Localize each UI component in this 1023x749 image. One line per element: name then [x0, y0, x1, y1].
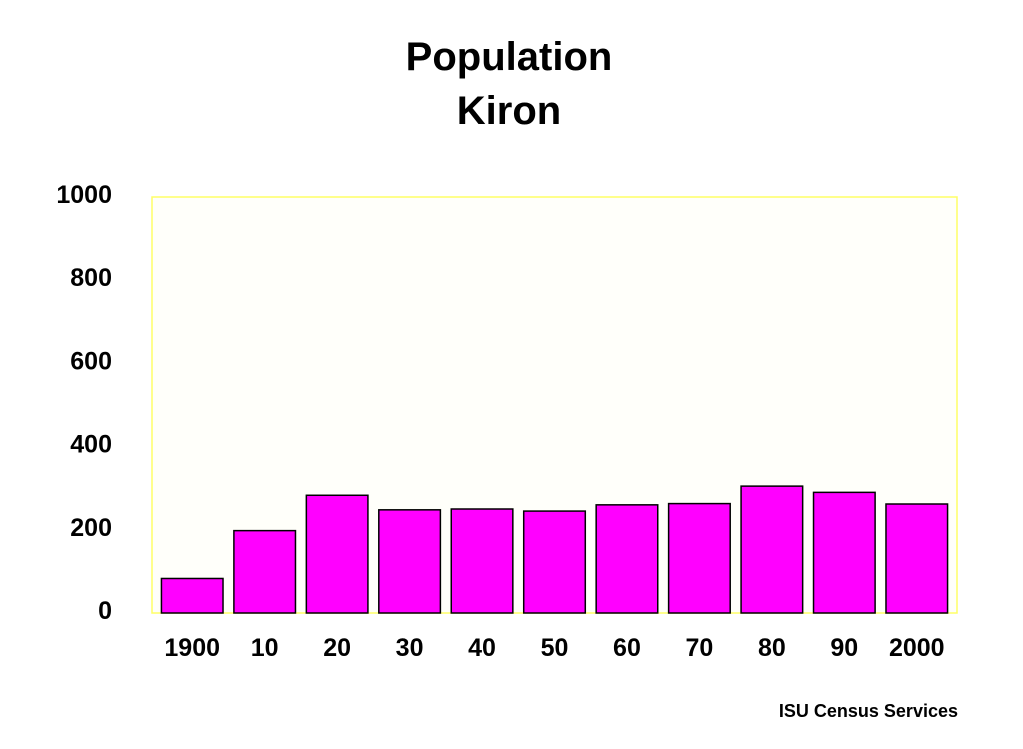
bar-1900: [160, 577, 224, 614]
y-tick-label: 0: [98, 597, 112, 625]
x-tick-label: 60: [613, 634, 641, 662]
y-tick-label: 600: [70, 347, 112, 375]
x-tick-label: 70: [686, 634, 714, 662]
y-axis-tick-labels: 0 200 400 600 800 1000: [56, 181, 112, 625]
bar-70: [667, 502, 731, 614]
bar-20: [305, 494, 369, 614]
x-tick-label: 40: [468, 634, 496, 662]
y-tick-label: 400: [70, 431, 112, 459]
bar-10: [233, 529, 297, 614]
x-tick-label: 90: [830, 634, 858, 662]
bar-30: [378, 509, 442, 614]
bar-2000: [885, 503, 949, 614]
bar-50: [522, 510, 587, 614]
bar-series: [160, 485, 949, 614]
x-tick-label: 80: [758, 634, 786, 662]
y-tick-label: 1000: [56, 181, 112, 209]
chart-subtitle: Kiron: [457, 89, 561, 133]
x-tick-label: 1900: [164, 634, 220, 662]
x-tick-label: 10: [251, 634, 279, 662]
source-credit: ISU Census Services: [779, 701, 958, 721]
x-tick-label: 30: [396, 634, 424, 662]
bar-60: [595, 504, 659, 614]
x-tick-label: 20: [323, 634, 351, 662]
bar-90: [812, 491, 876, 614]
bar-40: [450, 508, 514, 614]
x-axis-tick-labels: 1900 10 20 30 40 50 60 70 80 90 2000: [164, 634, 944, 662]
chart-title: Population: [406, 35, 613, 79]
y-tick-label: 800: [70, 264, 112, 292]
bar-80: [740, 485, 804, 614]
y-tick-label: 200: [70, 514, 112, 542]
x-tick-label: 2000: [889, 634, 945, 662]
x-tick-label: 50: [541, 634, 569, 662]
